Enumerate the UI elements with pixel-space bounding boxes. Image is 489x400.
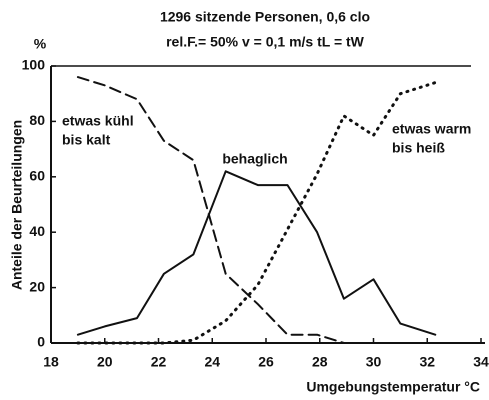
x-tick-label: 24 xyxy=(204,354,220,370)
series-label: etwas kühl xyxy=(62,113,134,129)
y-unit: % xyxy=(34,36,47,52)
series-label: bis heiß xyxy=(392,140,445,156)
series-label: etwas warm xyxy=(392,121,471,137)
y-tick-label: 0 xyxy=(37,334,45,350)
x-tick-label: 18 xyxy=(43,354,59,370)
x-axis-label: Umgebungstemperatur °C xyxy=(306,379,480,395)
series-line xyxy=(76,81,437,345)
x-tick-label: 32 xyxy=(419,354,435,370)
series-line xyxy=(76,76,345,344)
y-tick-label: 20 xyxy=(29,278,45,294)
x-tick-label: 26 xyxy=(258,354,274,370)
x-tick-label: 20 xyxy=(97,354,113,370)
x-tick-label: 34 xyxy=(473,354,489,370)
chart-subtitle: rel.F.= 50% v = 0,1 m/s tL = tW xyxy=(166,34,365,50)
y-tick-label: 40 xyxy=(29,223,45,239)
x-tick-label: 28 xyxy=(312,354,328,370)
chart-title: 1296 sitzende Personen, 0,6 clo xyxy=(160,9,370,25)
y-axis-label: Anteile der Beurteilungen xyxy=(9,120,25,290)
y-tick-label: 80 xyxy=(29,112,45,128)
series-line xyxy=(76,170,437,336)
series-label: bis kalt xyxy=(62,132,111,148)
series-label: behaglich xyxy=(222,151,287,167)
x-tick-label: 30 xyxy=(366,354,382,370)
y-tick-label: 100 xyxy=(22,57,46,73)
x-tick-label: 22 xyxy=(151,354,167,370)
y-tick-label: 60 xyxy=(29,168,45,184)
